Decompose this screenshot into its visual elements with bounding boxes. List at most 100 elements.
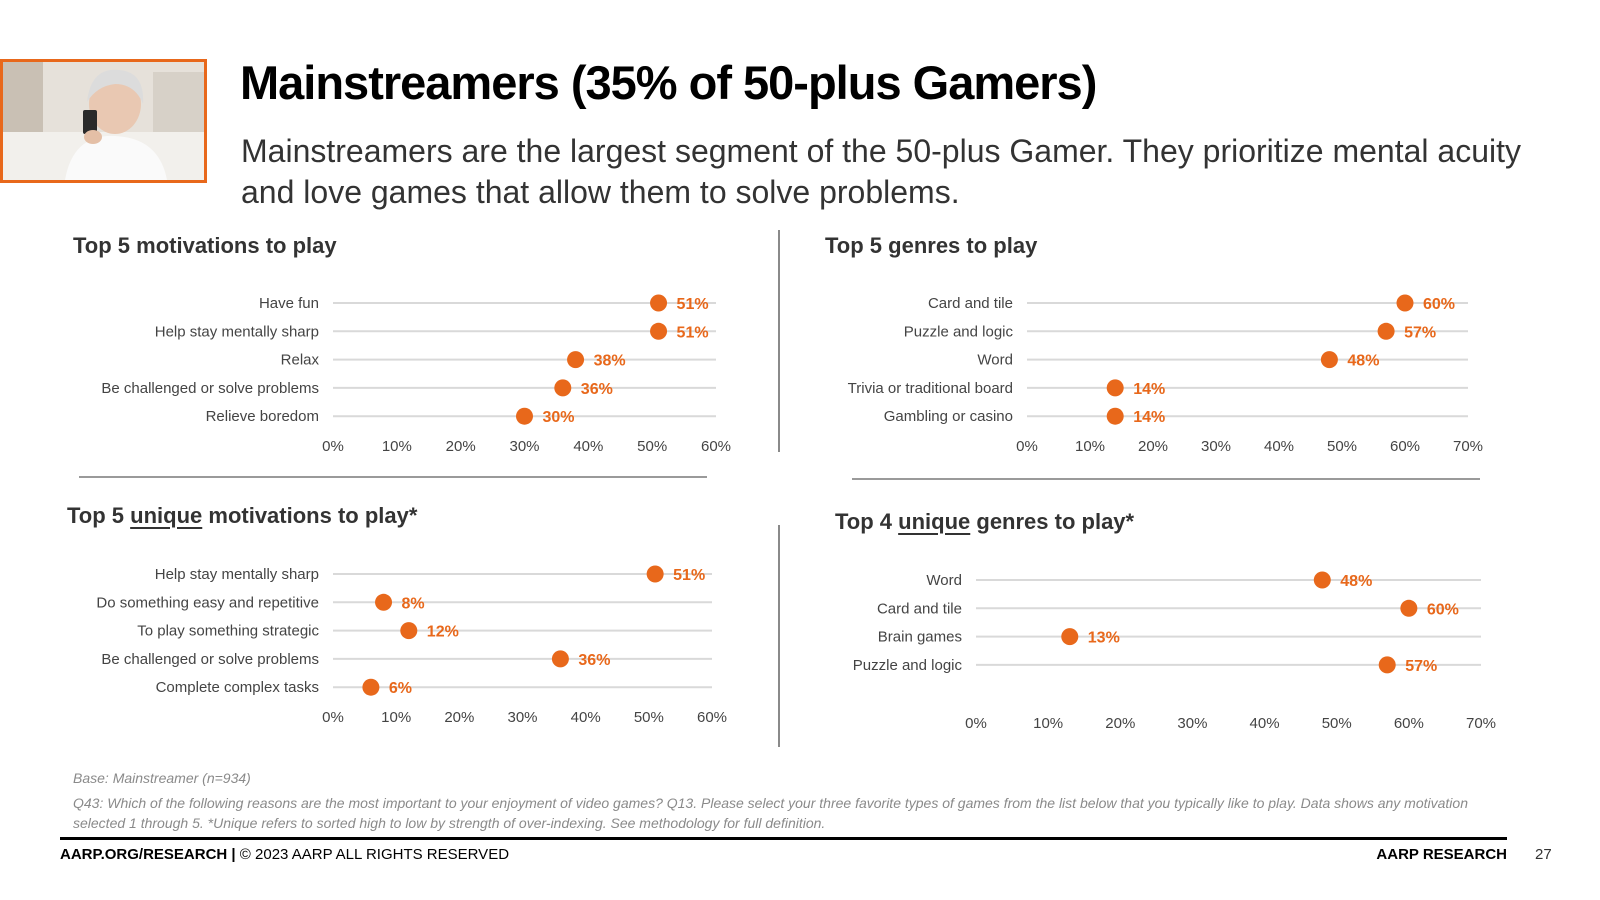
- footer-rule: [60, 837, 1507, 840]
- x-tick-label: 20%: [1105, 715, 1135, 732]
- x-tick-label: 60%: [697, 709, 727, 726]
- top-genres-chart: Top 5 genres to play Card and tile 60% Puz…: [825, 233, 1505, 463]
- category-label: Have fun: [259, 295, 319, 312]
- x-tick-label: 30%: [509, 438, 539, 455]
- page-number: 27: [1535, 846, 1552, 863]
- x-tick-label: 70%: [1453, 438, 1483, 455]
- horizontal-divider-right: [852, 478, 1480, 480]
- chart-title: Top 4 unique genres to play*: [835, 509, 1135, 534]
- data-point: [1378, 656, 1396, 674]
- question-note: Q43: Which of the following reasons are …: [73, 795, 1468, 831]
- base-note: Base: Mainstreamer (n=934): [73, 770, 251, 786]
- category-label: Card and tile: [877, 600, 962, 617]
- x-tick-label: 60%: [1394, 715, 1424, 732]
- data-point: [400, 622, 418, 640]
- value-label: 6%: [389, 680, 412, 697]
- category-label: Trivia or traditional board: [848, 380, 1013, 397]
- footer-site: AARP.ORG/RESEARCH: [60, 846, 228, 863]
- category-label: Puzzle and logic: [853, 657, 963, 674]
- category-label: To play something strategic: [137, 623, 319, 640]
- data-point: [650, 294, 668, 312]
- data-point: [1320, 351, 1338, 369]
- category-label: Card and tile: [928, 295, 1013, 312]
- data-point: [1313, 571, 1331, 589]
- category-label: Word: [926, 572, 962, 589]
- x-tick-label: 50%: [637, 438, 667, 455]
- vertical-divider-top: [778, 230, 780, 452]
- data-point: [646, 565, 664, 583]
- x-tick-label: 0%: [322, 709, 344, 726]
- unique-motivations-chart: Top 5 unique motivations to play* Help s…: [67, 503, 747, 733]
- chart-plot: Have fun 51% Help stay mentally sharp 51% Re…: [101, 294, 731, 455]
- x-tick-label: 70%: [1466, 715, 1496, 732]
- value-label: 38%: [594, 353, 626, 370]
- category-label: Puzzle and logic: [904, 323, 1014, 340]
- category-label: Gambling or casino: [884, 408, 1013, 425]
- page-subtitle: Mainstreamers are the largest segment of…: [241, 133, 1521, 210]
- value-label: 13%: [1088, 630, 1120, 647]
- value-label: 14%: [1133, 381, 1165, 398]
- value-label: 57%: [1404, 324, 1436, 341]
- x-tick-label: 10%: [381, 709, 411, 726]
- x-tick-label: 0%: [965, 715, 987, 732]
- vertical-divider-bottom: [778, 525, 780, 747]
- category-label: Relieve boredom: [206, 408, 319, 425]
- value-label: 48%: [1340, 573, 1372, 590]
- horizontal-divider-left: [79, 476, 707, 478]
- value-label: 51%: [673, 567, 705, 584]
- value-label: 60%: [1423, 296, 1455, 313]
- data-point: [375, 593, 393, 611]
- category-label: Help stay mentally sharp: [155, 566, 319, 583]
- category-label: Brain games: [878, 629, 962, 646]
- category-label: Do something easy and repetitive: [96, 594, 319, 611]
- x-tick-label: 0%: [322, 438, 344, 455]
- data-point: [1396, 294, 1414, 312]
- category-label: Help stay mentally sharp: [155, 323, 319, 340]
- x-tick-label: 10%: [382, 438, 412, 455]
- value-label: 14%: [1133, 409, 1165, 426]
- data-point: [567, 351, 585, 369]
- hero-photo: [0, 59, 207, 183]
- value-label: 57%: [1405, 658, 1437, 675]
- category-label: Be challenged or solve problems: [101, 651, 319, 668]
- data-point: [650, 322, 668, 340]
- chart-title: Top 5 unique motivations to play*: [67, 503, 418, 528]
- value-label: 36%: [581, 381, 613, 398]
- data-point: [1400, 599, 1418, 617]
- value-label: 12%: [427, 624, 459, 641]
- x-tick-label: 30%: [507, 709, 537, 726]
- value-label: 8%: [402, 595, 425, 612]
- x-tick-label: 20%: [1138, 438, 1168, 455]
- category-label: Relax: [281, 352, 320, 369]
- value-label: 36%: [578, 652, 610, 669]
- value-label: 51%: [677, 324, 709, 341]
- data-point: [516, 407, 533, 425]
- data-point: [362, 678, 380, 696]
- value-label: 51%: [677, 296, 709, 313]
- unique-genres-chart: Top 4 unique genres to play* Word 48% Card…: [835, 509, 1515, 739]
- x-tick-label: 50%: [1327, 438, 1357, 455]
- x-tick-label: 0%: [1016, 438, 1038, 455]
- value-label: 48%: [1347, 353, 1379, 370]
- x-tick-label: 40%: [571, 709, 601, 726]
- category-label: Be challenged or solve problems: [101, 380, 319, 397]
- footer-brand: AARP RESEARCH: [1376, 846, 1507, 863]
- chart-title: Top 5 genres to play: [825, 233, 1038, 258]
- chart-plot: Word 48% Card and tile 60% Brain games 13% Puz…: [853, 571, 1496, 732]
- category-label: Word: [977, 352, 1013, 369]
- footer-copyright: © 2023 AARP ALL RIGHTS RESERVED: [239, 846, 510, 863]
- chart-plot: Help stay mentally sharp 51% Do something …: [96, 565, 727, 726]
- top-motivations-chart: Top 5 motivations to play Have fun 51% Hel…: [73, 233, 753, 463]
- x-tick-label: 20%: [444, 709, 474, 726]
- x-tick-label: 50%: [634, 709, 664, 726]
- page-title: Mainstreamers (35% of 50-plus Gamers): [240, 56, 1097, 109]
- x-tick-label: 10%: [1033, 715, 1063, 732]
- x-tick-label: 20%: [446, 438, 476, 455]
- footer-credit: AARP.ORG/RESEARCH | © 2023 AARP ALL RIGH…: [60, 846, 510, 863]
- x-tick-label: 30%: [1177, 715, 1207, 732]
- data-point: [1061, 628, 1079, 646]
- x-tick-label: 40%: [1250, 715, 1280, 732]
- data-point: [1377, 322, 1395, 340]
- x-tick-label: 40%: [573, 438, 603, 455]
- data-point: [1106, 379, 1124, 397]
